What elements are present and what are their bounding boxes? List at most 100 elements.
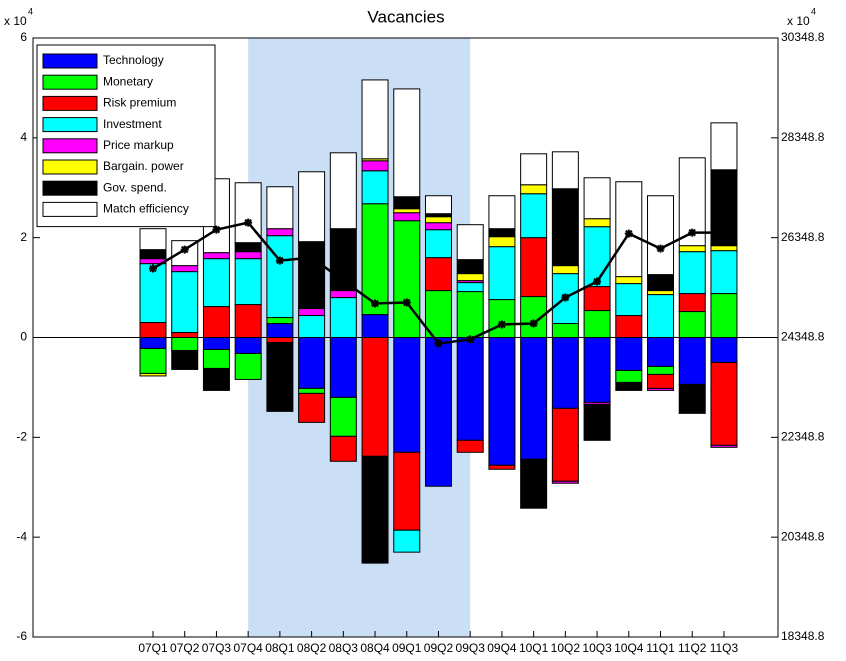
bar-segment xyxy=(456,224,484,261)
bar-segment xyxy=(266,341,294,412)
bar-segment xyxy=(266,337,294,343)
bar-segment xyxy=(615,181,643,278)
bar-segment xyxy=(520,153,548,186)
line-marker xyxy=(561,293,570,302)
bar-segment xyxy=(456,259,484,275)
line-marker xyxy=(371,299,380,308)
bar-segment xyxy=(171,349,199,370)
bar-segment xyxy=(456,439,484,453)
bar-segment xyxy=(361,79,389,160)
bar-segment xyxy=(710,293,738,338)
bar-segment xyxy=(361,170,389,205)
y-tick-label: -2 xyxy=(16,430,27,444)
legend-swatch xyxy=(42,117,98,133)
bar-segment xyxy=(488,236,516,248)
bar-segment xyxy=(139,337,167,349)
line-marker xyxy=(339,276,348,285)
bar-segment xyxy=(393,88,421,198)
line-marker xyxy=(180,245,189,254)
line-marker xyxy=(212,225,221,234)
bar-segment xyxy=(583,286,611,312)
y-tick-label: 2 xyxy=(20,230,27,244)
bar-segment xyxy=(615,337,643,371)
bar-segment xyxy=(202,258,230,308)
bar-segment xyxy=(329,396,357,437)
legend-label: Bargain. power xyxy=(103,159,184,173)
bar-segment xyxy=(488,246,516,301)
bar-segment xyxy=(615,276,643,285)
bar-segment xyxy=(329,290,357,299)
y2-tick-label: 22348.8 xyxy=(781,430,825,444)
x-tick-label: 08Q1 xyxy=(265,641,295,655)
bar-segment xyxy=(647,274,675,292)
y-multiplier-exponent: 4 xyxy=(28,6,33,16)
bar-segment xyxy=(710,444,738,448)
x-tick-label: 10Q3 xyxy=(582,641,612,655)
bar-segment xyxy=(298,308,326,317)
bar-segment xyxy=(298,392,326,423)
y2-multiplier-exponent: 4 xyxy=(811,6,816,16)
bar-segment xyxy=(551,188,579,267)
bar-segment xyxy=(329,337,357,398)
bar-segment xyxy=(583,218,611,228)
bar-segment xyxy=(424,337,452,487)
bar-segment xyxy=(615,369,643,383)
bar-segment xyxy=(551,480,579,484)
bar-segment xyxy=(647,365,675,375)
line-marker xyxy=(529,319,538,328)
bar-segment xyxy=(393,529,421,553)
line-marker xyxy=(307,253,316,262)
legend-swatch xyxy=(42,95,98,111)
bar-segment xyxy=(171,337,199,351)
bar-segment xyxy=(678,337,706,385)
bar-segment xyxy=(266,323,294,339)
bar-segment xyxy=(551,151,579,190)
legend-label: Technology xyxy=(103,53,164,67)
bar-segment xyxy=(488,228,516,238)
x-tick-label: 09Q4 xyxy=(487,641,517,655)
bar-segment xyxy=(710,122,738,171)
bar-segment xyxy=(234,251,262,260)
bar-segment xyxy=(329,152,357,230)
line-marker xyxy=(434,339,443,348)
bar-segment xyxy=(202,252,230,260)
x-tick-label: 08Q4 xyxy=(360,641,390,655)
x-tick-label: 09Q3 xyxy=(456,641,486,655)
line-marker xyxy=(149,264,157,273)
y2-tick-label: 20348.8 xyxy=(781,529,825,543)
bar-segment xyxy=(266,228,294,237)
bar-segment xyxy=(139,228,167,251)
legend-swatch xyxy=(42,159,98,175)
y-tick-label: -6 xyxy=(16,629,27,643)
bar-segment xyxy=(488,337,516,466)
bar-segment xyxy=(171,265,199,273)
bar-segment xyxy=(139,372,167,377)
bar-segment xyxy=(393,196,421,210)
y2-multiplier: x 10 xyxy=(787,14,810,28)
bar-segment xyxy=(551,407,579,482)
y2-tick-label: 18348.8 xyxy=(781,629,825,643)
bar-segment xyxy=(424,257,452,292)
bar-segment xyxy=(520,237,548,298)
y2-tick-label: 26348.8 xyxy=(781,230,825,244)
bar-segment xyxy=(361,455,389,564)
bar-segment xyxy=(393,208,421,214)
bar-segment xyxy=(488,195,516,230)
bar-segment xyxy=(393,337,421,453)
bar-segment xyxy=(298,387,326,394)
legend-swatch xyxy=(42,53,98,69)
bar-segment xyxy=(678,293,706,313)
legend-swatch xyxy=(42,201,98,217)
bar-segment xyxy=(583,226,611,288)
line-marker xyxy=(275,256,284,265)
x-tick-label: 10Q2 xyxy=(551,641,581,655)
bar-segment xyxy=(139,263,167,324)
bar-segment xyxy=(456,282,484,293)
bar-segment xyxy=(234,337,262,354)
bar-segment xyxy=(488,464,516,470)
bar-segment xyxy=(647,387,675,391)
bar-segment xyxy=(234,304,262,338)
bar-segment xyxy=(615,283,643,317)
bar-segment xyxy=(298,171,326,243)
